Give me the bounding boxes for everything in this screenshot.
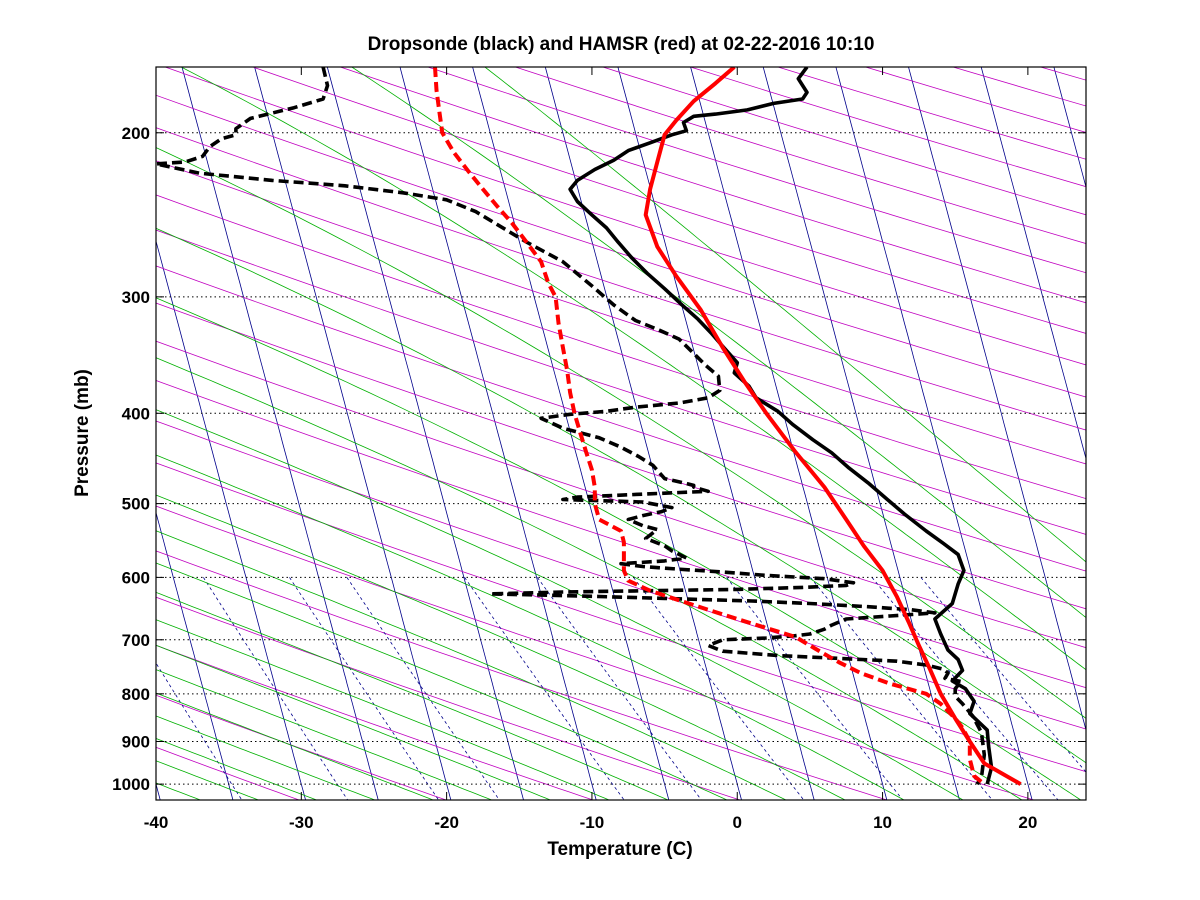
dry-adiabat-line [156, 127, 1086, 431]
mixing-ratio-line [203, 577, 349, 800]
moist-adiabat-line [156, 409, 964, 800]
dry-adiabat-line [156, 380, 1086, 689]
moist-adiabat-line [156, 227, 1086, 764]
isotherm-line [254, 67, 452, 800]
mixing-ratio-line [810, 577, 993, 800]
moist-adiabat-line [156, 619, 611, 800]
moist-adiabat-line [180, 67, 1086, 671]
y-tick-label: 900 [122, 732, 150, 751]
moist-adiabat-line [156, 715, 376, 800]
dry-adiabat-line [156, 420, 1086, 730]
isotherm-line [181, 67, 379, 800]
x-tick-label: -40 [144, 813, 169, 832]
dry-adiabat-line [339, 67, 1086, 304]
dry-adiabat-line [156, 302, 1086, 610]
dry-adiabat-line [156, 340, 1086, 649]
moist-adiabat-line [156, 494, 846, 800]
y-axis-label: Pressure (mb) [72, 369, 93, 497]
y-tick-label: 200 [122, 124, 150, 143]
x-tick-label: 10 [873, 813, 892, 832]
y-tick-label: 700 [122, 631, 150, 650]
isotherm-line [617, 67, 815, 800]
x-tick-label: -30 [289, 813, 314, 832]
hamsr-solid-line [643, 67, 1022, 786]
y-tick-label: 300 [122, 288, 150, 307]
mixing-ratio-line [156, 662, 243, 800]
plot-frame [155, 66, 1087, 801]
axis-ticks: -40 -30 -20 -10 0 10 20 200 300 400 500 600 700 800 90… [112, 67, 1086, 832]
moist-adiabat-line [156, 147, 1086, 719]
dry-adiabat-line [156, 550, 889, 800]
x-tick-label: 0 [733, 813, 742, 832]
dry-adiabat-line [156, 596, 742, 800]
dry-adiabat-line [156, 229, 1086, 535]
dry-adiabat-line [156, 505, 1036, 800]
moist-adiabat-line [156, 692, 435, 800]
x-axis-label: Temperature (C) [547, 839, 692, 860]
moist-adiabat-line [351, 67, 1086, 619]
isotherm-line [544, 67, 742, 800]
dry-adiabat-line [156, 94, 1086, 398]
isotherm-line [399, 67, 597, 800]
sounding-series [156, 67, 1022, 786]
isotherm-line [762, 67, 960, 800]
y-tick-label: 800 [122, 685, 150, 704]
dropsonde-solid-line [568, 67, 994, 785]
isotherm-line [472, 67, 670, 800]
dry-adiabat-line [156, 160, 1086, 465]
moist-adiabat-line [156, 669, 493, 800]
moist-adiabat-line [156, 530, 787, 800]
moist-adiabat-line [156, 591, 669, 800]
dry-adiabat-line [156, 462, 1086, 773]
dry-adiabat-line [164, 67, 1086, 366]
hamsr-dashed-line [433, 67, 986, 786]
moist-adiabat-line [156, 644, 552, 800]
dry-adiabat-line [156, 194, 1086, 500]
y-tick-label: 1000 [112, 775, 150, 794]
dry-adiabat-line [156, 644, 595, 800]
y-tick-label: 600 [122, 568, 150, 587]
mixing-ratio-line [346, 577, 500, 800]
dropsonde-dashed-line [156, 67, 987, 786]
mixing-ratio-line [537, 577, 702, 800]
pressure-gridlines [156, 132, 1086, 785]
y-tick-label: 400 [122, 404, 150, 423]
moist-adiabat-line [156, 562, 728, 800]
moist-adiabat-line [156, 454, 905, 800]
isotherm-line [980, 67, 1086, 460]
x-tick-label: -10 [580, 813, 605, 832]
chart-title: Dropsonde (black) and HAMSR (red) at 02-… [368, 34, 875, 55]
isotherm-line [835, 67, 1033, 800]
x-tick-label: -20 [434, 813, 459, 832]
moist-adiabat-line [484, 67, 1086, 563]
isotherm-line [690, 67, 888, 800]
moist-adiabat-line [156, 738, 318, 800]
mixing-ratio-line [633, 577, 805, 800]
dry-adiabat-line [251, 67, 1086, 334]
mixing-ratio-line [289, 577, 440, 800]
thermo-background-lines [156, 67, 1086, 800]
y-tick-label: 500 [122, 495, 150, 514]
moist-adiabat-line [156, 297, 1082, 800]
x-tick-label: 20 [1018, 813, 1037, 832]
dry-adiabat-line [156, 265, 1086, 572]
moist-adiabat-line [156, 357, 1023, 800]
isotherm-line [156, 511, 234, 800]
isotherm-line [326, 67, 524, 800]
